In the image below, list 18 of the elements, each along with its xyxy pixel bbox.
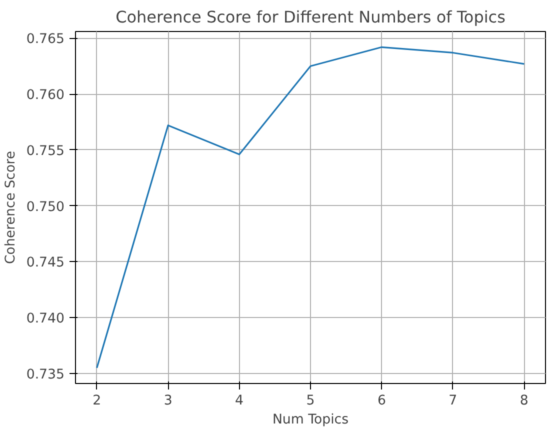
- x-tick-label: 7: [448, 394, 458, 408]
- x-tick-label: 6: [377, 394, 386, 408]
- x-tick-label: 4: [235, 394, 244, 408]
- y-tick-label: 0.735: [26, 367, 64, 382]
- x-tick-label: 2: [92, 394, 102, 408]
- x-tick-label: 8: [520, 394, 528, 408]
- x-tick-label: 3: [164, 394, 172, 408]
- line-series: [96, 46, 525, 369]
- y-tick-label: 0.765: [26, 32, 64, 48]
- y-tick-label: 0.740: [26, 312, 64, 327]
- x-tick-label: 5: [306, 394, 315, 408]
- y-tick-label: 0.760: [26, 88, 64, 104]
- y-tick-label: 0.750: [26, 200, 64, 215]
- chart-title: Coherence Score for Different Numbers of Topics: [116, 8, 506, 26]
- y-tick-label: 0.745: [26, 256, 64, 271]
- y-tick-label: 0.755: [26, 144, 64, 159]
- x-axis-title: Num Topics: [272, 412, 349, 428]
- y-axis-title: Coherence Score: [3, 150, 18, 264]
